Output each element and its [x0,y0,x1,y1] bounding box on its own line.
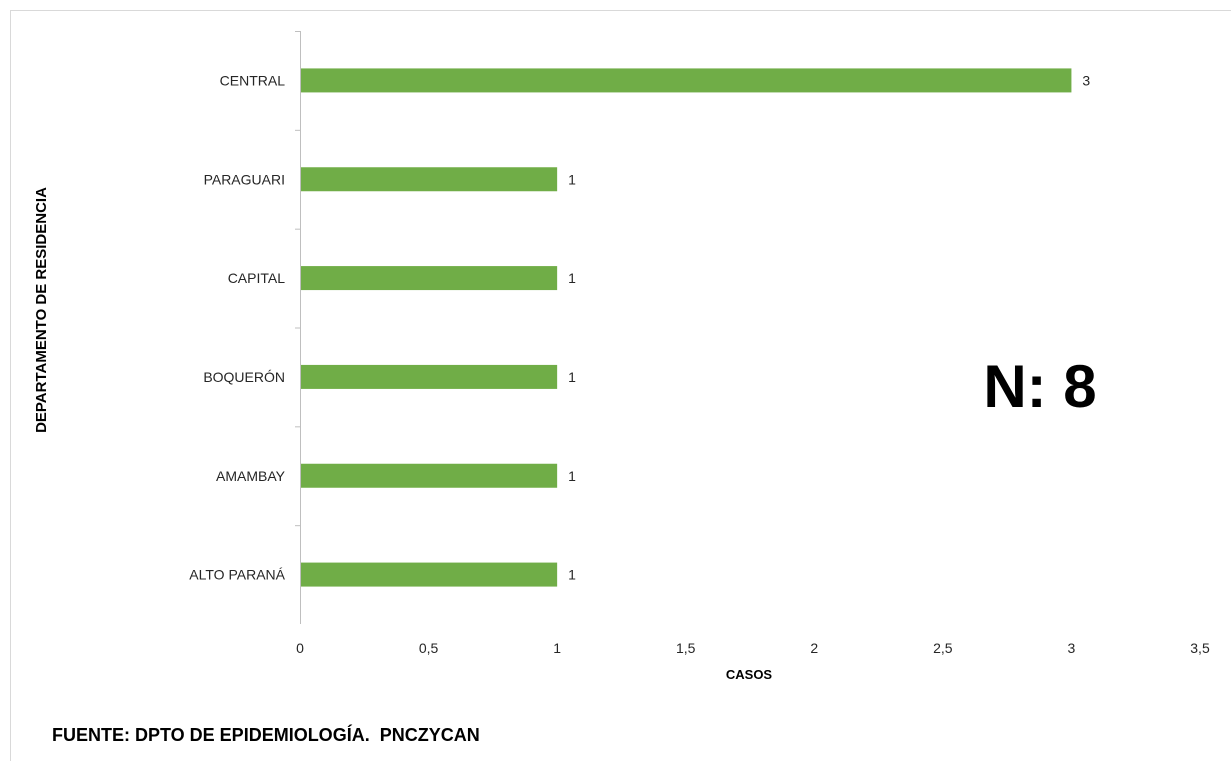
x-tick-label: 3 [1068,640,1076,656]
bar [301,562,558,587]
bar [301,167,558,192]
category-label: CENTRAL [220,72,286,88]
y-axis-title: DEPARTAMENTO DE RESIDENCIA [33,187,50,433]
x-tick-label: 0 [296,640,304,656]
category-label: PARAGUARI [204,171,285,187]
chart-frame [10,10,1231,761]
category-label: ALTO PARANÁ [189,567,285,583]
n-annotation: N: 8 [983,353,1096,420]
x-tick-label: 0,5 [419,640,439,656]
category-label: AMAMBAY [216,468,286,484]
category-label: CAPITAL [228,270,286,286]
x-tick-label: 2,5 [933,640,953,656]
bar [301,68,1072,93]
x-ticks-layer: 0 0,5 1 1,5 2 2,5 3 3,5 [296,640,1210,656]
x-tick-label: 1 [553,640,561,656]
x-tick-label: 1,5 [676,640,696,656]
data-label: 1 [568,171,576,187]
bar [301,364,558,389]
x-tick-label: 3,5 [1190,640,1210,656]
data-label: 3 [1082,72,1090,88]
data-label: 1 [568,567,576,583]
bars-layer: CENTRAL 3 PARAGUARI 1 CAPITAL 1 BOQUERÓN 1 AMAMB… [189,31,1090,587]
data-label: 1 [568,468,576,484]
x-tick-label: 2 [810,640,818,656]
bar [301,463,558,488]
x-axis-title: CASOS [726,667,773,682]
source-note: FUENTE: DPTO DE EPIDEMIOLOGÍA. PNCZYCAN [52,724,480,745]
bar [301,266,558,291]
data-label: 1 [568,369,576,385]
category-label: BOQUERÓN [203,369,285,385]
data-label: 1 [568,270,576,286]
